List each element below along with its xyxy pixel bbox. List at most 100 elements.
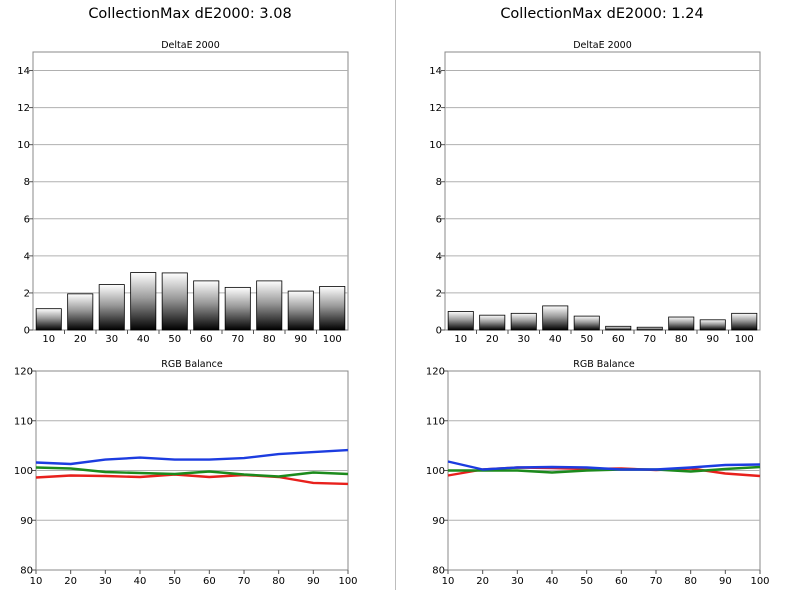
delta-chart-title-right: DeltaE 2000 <box>573 40 632 51</box>
delta-ytick-label-right: 14 <box>429 66 442 77</box>
rgb-xtick-label-right: 10 <box>442 576 455 587</box>
rgb-ytick-label-right: 80 <box>432 566 445 577</box>
rgb-xtick-label-right: 30 <box>511 576 524 587</box>
rgb-line-green-right <box>448 465 761 474</box>
delta-bar-right <box>510 312 537 331</box>
rgb-ytick-label-left: 110 <box>14 416 33 427</box>
delta-bar-left <box>319 286 346 331</box>
delta-xtick-label-right: 20 <box>486 334 499 345</box>
delta-bar-left <box>224 286 251 331</box>
delta-bar-right <box>699 319 726 331</box>
delta-xtick-label-left: 100 <box>323 334 342 345</box>
delta-xtick-label-left: 80 <box>263 334 276 345</box>
rgb-ytick-label-right: 90 <box>432 516 445 527</box>
rgb-xtick-label-left: 40 <box>134 576 147 587</box>
delta-xtick-label-right: 70 <box>643 334 656 345</box>
delta-bar-right <box>479 314 506 331</box>
delta-xtick-label-left: 60 <box>200 334 213 345</box>
rgb-chart-title-left: RGB Balance <box>161 359 223 370</box>
rgb-xtick-label-right: 20 <box>476 576 489 587</box>
delta-bar-right <box>605 325 632 331</box>
delta-xtick-label-left: 50 <box>168 334 181 345</box>
delta-xtick-label-left: 40 <box>137 334 150 345</box>
delta-ytick-label-right: 8 <box>436 177 442 188</box>
delta-xtick-label-left: 20 <box>74 334 87 345</box>
delta-xtick-label-right: 60 <box>612 334 625 345</box>
delta-bar-right <box>731 312 758 331</box>
delta-bar-right <box>636 326 663 331</box>
rgb-xtick-label-left: 10 <box>30 576 43 587</box>
delta-ytick-label-right: 2 <box>436 288 442 299</box>
delta-xtick-label-right: 10 <box>454 334 467 345</box>
rgb-ytick-label-right: 120 <box>426 367 445 378</box>
delta-bar-left <box>161 272 188 331</box>
delta-bar-left <box>98 284 125 331</box>
delta-xtick-label-left: 10 <box>42 334 55 345</box>
delta-plot-area-right <box>444 51 761 331</box>
delta-bar-right <box>542 305 569 331</box>
rgb-ytick-label-left: 80 <box>20 566 33 577</box>
rgb-xtick-label-left: 80 <box>272 576 285 587</box>
delta-ytick-label-left: 4 <box>24 251 30 262</box>
delta-ytick-label-left: 14 <box>17 66 30 77</box>
rgb-line-blue-left <box>35 448 349 466</box>
delta-xtick-label-right: 40 <box>549 334 562 345</box>
rgb-xtick-label-right: 100 <box>750 576 769 587</box>
delta-ytick-label-left: 0 <box>24 326 30 337</box>
delta-bar-right <box>573 315 600 331</box>
delta-ytick-label-right: 10 <box>429 140 442 151</box>
rgb-ytick-label-right: 100 <box>426 466 445 477</box>
delta-ytick-label-left: 8 <box>24 177 30 188</box>
delta-bar-left <box>287 290 314 331</box>
delta-bar-left <box>130 272 157 331</box>
rgb-xtick-label-left: 60 <box>203 576 216 587</box>
delta-xtick-label-right: 90 <box>706 334 719 345</box>
delta-ytick-label-right: 4 <box>436 251 442 262</box>
delta-bar-left <box>67 293 94 331</box>
delta-plot-area-left <box>32 51 349 331</box>
rgb-xtick-label-right: 90 <box>719 576 732 587</box>
delta-xtick-label-right: 50 <box>580 334 593 345</box>
delta-bar-left <box>35 308 62 331</box>
rgb-ytick-label-left: 120 <box>14 367 33 378</box>
delta-xtick-label-right: 30 <box>517 334 530 345</box>
panel-title-right: CollectionMax dE2000: 1.24 <box>500 6 704 22</box>
delta-bar-right <box>668 316 695 331</box>
rgb-line-blue-right <box>447 460 761 471</box>
delta-ytick-label-right: 0 <box>436 326 442 337</box>
rgb-xtick-label-left: 50 <box>168 576 181 587</box>
panel-title-left: CollectionMax dE2000: 3.08 <box>88 6 292 22</box>
delta-ytick-label-left: 2 <box>24 288 30 299</box>
rgb-xtick-label-right: 50 <box>580 576 593 587</box>
delta-xtick-label-right: 80 <box>675 334 688 345</box>
rgb-xtick-label-left: 30 <box>99 576 112 587</box>
rgb-xtick-label-right: 70 <box>650 576 663 587</box>
rgb-xtick-label-left: 90 <box>307 576 320 587</box>
panel-divider <box>395 0 396 590</box>
rgb-ytick-label-right: 110 <box>426 416 445 427</box>
rgb-xtick-label-left: 70 <box>238 576 251 587</box>
rgb-xtick-label-right: 40 <box>546 576 559 587</box>
delta-xtick-label-left: 70 <box>231 334 244 345</box>
delta-ytick-label-left: 12 <box>17 103 30 114</box>
rgb-xtick-label-right: 60 <box>615 576 628 587</box>
rgb-xtick-label-left: 100 <box>338 576 357 587</box>
rgb-ytick-label-left: 90 <box>20 516 33 527</box>
rgb-xtick-label-right: 80 <box>684 576 697 587</box>
rgb-line-green-left <box>35 466 349 478</box>
delta-ytick-label-right: 12 <box>429 103 442 114</box>
delta-bar-left <box>193 280 220 331</box>
rgb-chart-title-right: RGB Balance <box>573 359 635 370</box>
delta-ytick-label-left: 10 <box>17 140 30 151</box>
delta-xtick-label-left: 30 <box>105 334 118 345</box>
delta-xtick-label-right: 100 <box>735 334 754 345</box>
rgb-line-red-left <box>35 473 349 486</box>
delta-ytick-label-right: 6 <box>436 214 442 225</box>
delta-ytick-label-left: 6 <box>24 214 30 225</box>
delta-bar-left <box>256 280 283 331</box>
rgb-ytick-label-left: 100 <box>14 466 33 477</box>
rgb-xtick-label-left: 20 <box>64 576 77 587</box>
delta-bar-right <box>447 311 474 331</box>
delta-xtick-label-left: 90 <box>294 334 307 345</box>
